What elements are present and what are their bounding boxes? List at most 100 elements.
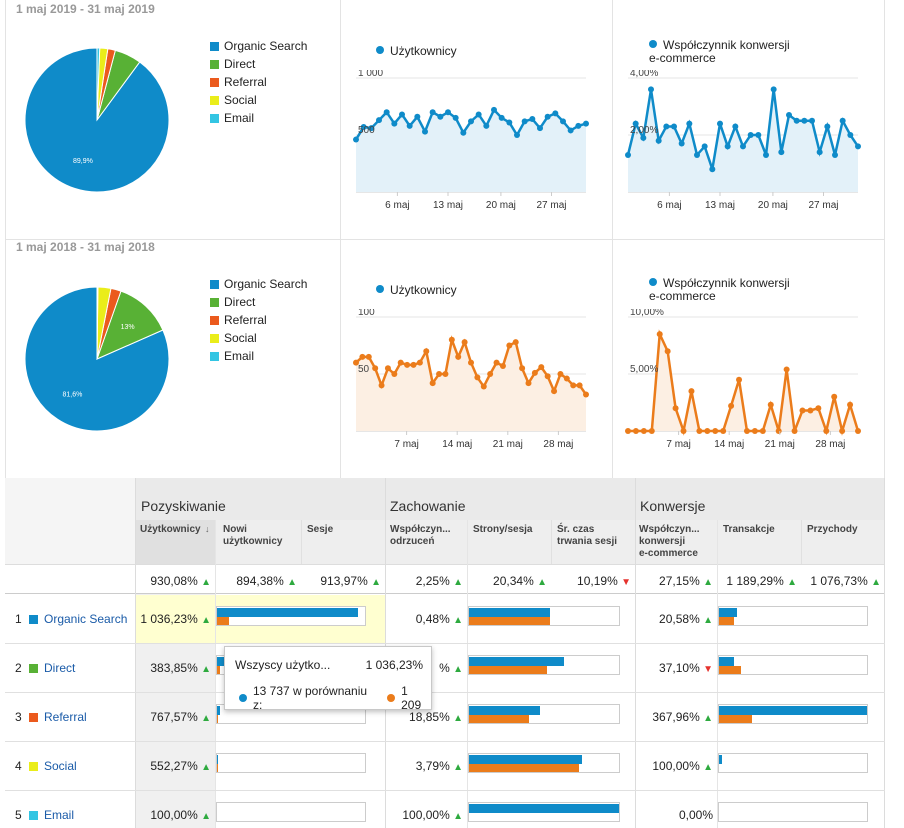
data-point bbox=[474, 374, 481, 381]
col-users[interactable]: Użytkownicy bbox=[140, 524, 201, 535]
channel-link[interactable]: Direct bbox=[44, 661, 76, 675]
users-change: 1 036,23% ▲ bbox=[140, 612, 211, 626]
col-bounce-rate[interactable]: Współczyn... odrzuceń bbox=[390, 524, 451, 547]
channel-link[interactable]: Email bbox=[44, 808, 75, 822]
transactions-bar bbox=[718, 704, 868, 724]
col-sessions[interactable]: Sesje bbox=[307, 524, 334, 535]
legend-2019: Organic Search Direct Referral Social Em… bbox=[210, 37, 307, 127]
tooltip-previous: 1 209 bbox=[401, 684, 422, 712]
data-point bbox=[360, 124, 367, 131]
data-point bbox=[751, 428, 758, 434]
legend-item[interactable]: Referral bbox=[210, 311, 307, 329]
data-point bbox=[506, 342, 513, 349]
data-point bbox=[671, 123, 677, 130]
pages-bar bbox=[468, 655, 620, 675]
bounce-change: 0,48% ▲ bbox=[415, 612, 463, 626]
legend-item[interactable]: Social bbox=[210, 91, 307, 109]
legend-item[interactable]: Organic Search bbox=[210, 275, 307, 293]
channel-color-swatch bbox=[29, 614, 38, 624]
data-point bbox=[391, 371, 398, 377]
data-point bbox=[506, 119, 513, 126]
y-tick-label: 5,00% bbox=[630, 364, 658, 375]
data-point bbox=[575, 122, 582, 129]
data-point bbox=[365, 353, 372, 360]
data-point bbox=[763, 151, 769, 158]
legend-item[interactable]: Social bbox=[210, 329, 307, 347]
bounce-change: % ▲ bbox=[439, 661, 463, 675]
data-point bbox=[359, 353, 366, 360]
data-point bbox=[487, 371, 494, 377]
transactions-bar bbox=[718, 655, 868, 675]
channel-link[interactable]: Social bbox=[44, 759, 77, 773]
data-point bbox=[521, 118, 528, 125]
data-point bbox=[570, 382, 577, 389]
table-row-label[interactable]: 5 Email bbox=[15, 808, 74, 822]
data-point bbox=[483, 122, 490, 129]
data-point bbox=[410, 361, 417, 368]
users-change: 100,00% ▲ bbox=[150, 808, 211, 822]
table-row-label[interactable]: 4 Social bbox=[15, 759, 77, 773]
bar-current bbox=[217, 608, 358, 617]
data-point bbox=[824, 123, 831, 130]
data-point bbox=[767, 401, 774, 408]
bar-current bbox=[469, 706, 540, 715]
table-row-label[interactable]: 1 Organic Search bbox=[15, 612, 127, 626]
transactions-bar bbox=[718, 753, 868, 773]
channel-color-swatch bbox=[29, 712, 38, 722]
col-ecommerce-conversion[interactable]: Współczyn... konwersji e-commerce bbox=[639, 524, 700, 559]
y-tick-label: 4,00% bbox=[630, 70, 658, 79]
data-point bbox=[397, 359, 404, 366]
tooltip-value: 1 036,23% bbox=[365, 658, 423, 672]
data-point bbox=[839, 117, 846, 124]
data-point bbox=[743, 428, 750, 434]
data-point bbox=[786, 112, 792, 119]
area-fill bbox=[356, 339, 586, 431]
data-point bbox=[460, 129, 467, 136]
legend-item[interactable]: Direct bbox=[210, 55, 307, 73]
x-tick-label: 20 maj bbox=[486, 200, 516, 211]
table-row-label[interactable]: 3 Referral bbox=[15, 710, 87, 724]
bar-previous bbox=[469, 764, 579, 772]
conv-chart-title-2018: Współczynnik konwersji e-commerce bbox=[649, 276, 790, 303]
channel-color-swatch bbox=[29, 663, 38, 673]
pie-label-direct: 13% bbox=[121, 324, 135, 331]
data-point bbox=[694, 151, 700, 158]
transactions-bar bbox=[718, 802, 868, 822]
conversion-line-chart-2019: 4,00% 2,00% 6 maj 13 maj 20 maj 27 maj bbox=[625, 70, 861, 211]
pie-label-organic: 81,6% bbox=[62, 392, 82, 399]
col-avg-duration[interactable]: Śr. czas trwania sesji bbox=[557, 524, 618, 547]
data-point bbox=[655, 137, 662, 144]
col-revenue[interactable]: Przychody bbox=[807, 524, 858, 535]
col-new-users[interactable]: Nowi użytkownicy bbox=[223, 524, 283, 547]
legend-item[interactable]: Email bbox=[210, 109, 307, 127]
data-point bbox=[499, 363, 506, 370]
col-transactions[interactable]: Transakcje bbox=[723, 524, 775, 535]
channel-link[interactable]: Organic Search bbox=[44, 612, 128, 626]
data-point bbox=[493, 359, 500, 366]
data-point bbox=[399, 111, 405, 118]
pie-label-organic: 89,9% bbox=[73, 158, 93, 165]
sort-desc-icon[interactable]: ↓ bbox=[205, 524, 210, 534]
data-point bbox=[736, 376, 743, 383]
legend-item[interactable]: Organic Search bbox=[210, 37, 307, 55]
legend-item[interactable]: Direct bbox=[210, 293, 307, 311]
channel-link[interactable]: Referral bbox=[44, 710, 87, 724]
bar-previous bbox=[469, 617, 550, 625]
row-divider bbox=[5, 790, 885, 791]
group-acquisition: Pozyskiwanie bbox=[141, 498, 226, 514]
data-point bbox=[384, 365, 391, 372]
data-point bbox=[423, 348, 430, 355]
legend-item[interactable]: Email bbox=[210, 347, 307, 365]
data-point bbox=[770, 86, 777, 93]
data-point bbox=[755, 132, 762, 138]
users-line-chart-2018: 100 50 7 maj 14 maj 21 maj 28 maj bbox=[353, 309, 589, 450]
data-point bbox=[648, 86, 654, 93]
legend-item[interactable]: Referral bbox=[210, 73, 307, 91]
table-row-label[interactable]: 2 Direct bbox=[15, 661, 75, 675]
charts-area: 1 maj 2019 - 31 maj 2019 1 maj 2018 - 31… bbox=[5, 0, 885, 478]
pages-bar bbox=[468, 753, 620, 773]
col-pages-session[interactable]: Strony/sesja bbox=[473, 524, 533, 535]
data-point bbox=[632, 428, 639, 434]
total-transactions: 1 189,29% ▲ bbox=[726, 574, 797, 588]
data-point bbox=[717, 120, 723, 127]
